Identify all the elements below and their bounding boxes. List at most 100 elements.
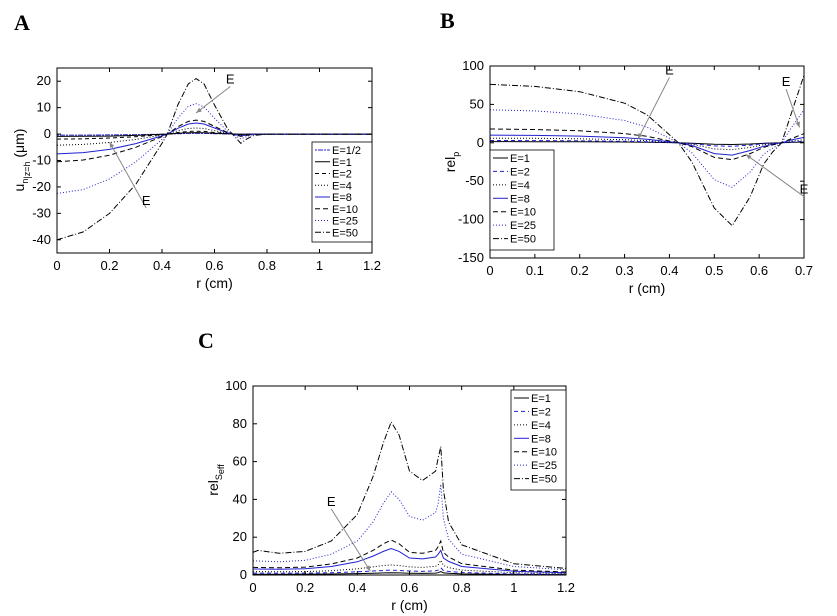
- y-tick-label: -100: [458, 212, 484, 227]
- series-line-e-25: [253, 484, 566, 571]
- annotation-arrowhead: [638, 133, 643, 139]
- y-tick-label: 80: [233, 416, 247, 431]
- legend-entry: E=50: [510, 234, 536, 246]
- x-tick-label: 0.5: [705, 263, 723, 278]
- y-axis-label: relSeff: [205, 464, 226, 496]
- annotation-label: E: [800, 182, 809, 197]
- y-tick-label: -20: [32, 179, 51, 194]
- x-tick-label: 1: [316, 258, 323, 273]
- legend-entry: E=25: [531, 460, 557, 472]
- x-tick-label: 1: [510, 580, 517, 595]
- y-tick-label: 20: [37, 73, 51, 88]
- panel-letter-a: A: [14, 10, 30, 35]
- annotation-arrowhead: [795, 121, 800, 128]
- x-tick-label: 1.2: [557, 580, 575, 595]
- legend-entry: E=25: [510, 220, 536, 232]
- legend-entry: E=10: [531, 447, 557, 459]
- y-tick-label: 60: [233, 454, 247, 469]
- annotation-arrow: [637, 77, 670, 140]
- x-tick-label: 1.2: [363, 258, 381, 273]
- annotation-arrowhead: [365, 565, 371, 572]
- y-tick-label: 0: [477, 135, 484, 150]
- y-tick-label: 10: [37, 100, 51, 115]
- x-tick-label: 0.6: [400, 580, 418, 595]
- x-tick-label: 0: [486, 263, 493, 278]
- x-tick-label: 0.4: [153, 258, 171, 273]
- x-axis-label: r (cm): [629, 280, 666, 296]
- legend-entry: E=1: [531, 393, 551, 405]
- x-tick-label: 0.2: [296, 580, 314, 595]
- legend-entry: E=1/2: [332, 145, 361, 157]
- x-tick-label: 0: [53, 258, 60, 273]
- y-tick-label: -50: [465, 173, 484, 188]
- series-line-e-50: [57, 77, 372, 241]
- legend-entry: E=10: [510, 207, 536, 219]
- x-tick-label: 0.4: [660, 263, 678, 278]
- chart-a: 0 0.2 0.4 0.6 0.8 1 1.2 -40 -30 -20 -10 0 10 20 r (cm)…: [11, 67, 381, 291]
- annotation-label: E: [665, 63, 674, 78]
- annotation-label: E: [327, 494, 336, 509]
- x-tick-label: 0.6: [750, 263, 768, 278]
- legend-entry: E=4: [332, 180, 352, 192]
- legend-entry: E=2: [531, 406, 551, 418]
- y-tick-label: -30: [32, 205, 51, 220]
- chart-c: 0 0.2 0.4 0.6 0.8 1 1.2 0 20 40 60 80 100 r (cm) relSe…: [205, 378, 575, 613]
- legend-entry: E=8: [510, 193, 530, 205]
- annotation-arrowhead: [745, 154, 752, 160]
- x-tick-label: 0: [249, 580, 256, 595]
- legend: E=1E=2 E=4E=8 E=10E=25 E=50: [510, 389, 567, 491]
- legend: E=1/2E=1E=2E=4E=8E=10E=25E=50: [311, 141, 373, 243]
- series-line-e-50: [253, 420, 566, 569]
- legend-entry: E=10: [332, 204, 358, 216]
- legend-box: [510, 389, 567, 491]
- series-line-e-2: [57, 130, 372, 140]
- y-axis-label: un|z=h (μm): [11, 129, 32, 192]
- series-line-e-10: [490, 128, 804, 161]
- x-tick-label: 0.1: [526, 263, 544, 278]
- plot-area: [490, 75, 804, 227]
- series-line-e-10: [57, 119, 372, 163]
- annotation-arrowhead: [109, 142, 115, 148]
- y-tick-label: 100: [225, 378, 247, 393]
- annotation-arrow: [785, 88, 800, 128]
- legend-box: [311, 141, 373, 243]
- annotation-arrow: [109, 141, 147, 209]
- legend-entry: E=25: [332, 216, 358, 228]
- x-tick-label: 0.4: [348, 580, 366, 595]
- x-tick-label: 0.8: [453, 580, 471, 595]
- x-tick-label: 0.7: [795, 263, 813, 278]
- y-tick-label: -150: [458, 250, 484, 265]
- chart-b: 0 0.1 0.2 0.3 0.4 0.5 0.6 0.7 -150 -100 -50 0 50 100 r…: [442, 58, 813, 296]
- series-line-e-8: [253, 547, 566, 574]
- annotation-arrow: [745, 153, 805, 197]
- x-tick-label: 0.2: [571, 263, 589, 278]
- y-tick-label: -10: [32, 153, 51, 168]
- y-tick-label: 100: [462, 58, 484, 73]
- legend-entry: E=1: [332, 157, 352, 169]
- legend-entry: E=50: [332, 227, 358, 239]
- y-tick-label: 0: [240, 567, 247, 582]
- annotation-label: E: [226, 72, 235, 87]
- annotation-label: E: [142, 193, 151, 208]
- x-axis-label: r (cm): [196, 275, 233, 291]
- x-axis-label: r (cm): [391, 597, 428, 613]
- x-tick-label: 0.2: [100, 258, 118, 273]
- legend-entry: E=4: [531, 420, 551, 432]
- y-axis-label: relp: [442, 152, 461, 173]
- legend: E=1E=2 E=4E=8 E=10E=25 E=50: [489, 149, 555, 251]
- series-line-e-8: [490, 134, 804, 156]
- plot-area: [57, 77, 372, 241]
- annotation-arrow: [330, 508, 371, 572]
- legend-entry: E=4: [510, 180, 530, 192]
- annotation-label: E: [782, 74, 791, 89]
- panel-letter-c: C: [198, 328, 214, 353]
- series-line-e-4: [253, 559, 566, 574]
- legend-entry: E=50: [531, 474, 557, 486]
- x-tick-label: 0.6: [205, 258, 223, 273]
- panel-letter-b: B: [440, 8, 455, 33]
- legend-entry: E=2: [332, 169, 352, 181]
- legend-entry: E=1: [510, 153, 530, 165]
- series-line-e-50: [490, 75, 804, 227]
- annotation-arrowhead: [196, 107, 202, 113]
